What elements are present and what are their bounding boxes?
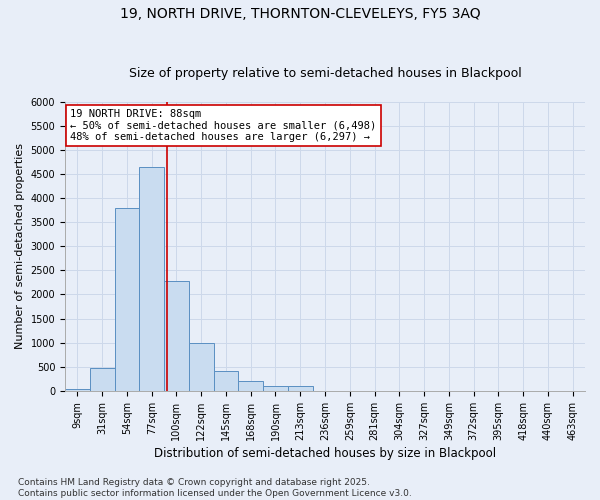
Bar [164,281,189,391]
Bar [90,368,115,391]
Text: 19 NORTH DRIVE: 88sqm
← 50% of semi-detached houses are smaller (6,498)
48% of s: 19 NORTH DRIVE: 88sqm ← 50% of semi-deta… [70,108,376,142]
Bar [263,386,288,391]
Bar [189,342,214,391]
Title: Size of property relative to semi-detached houses in Blackpool: Size of property relative to semi-detach… [128,66,521,80]
Bar [214,370,238,391]
Text: Contains HM Land Registry data © Crown copyright and database right 2025.
Contai: Contains HM Land Registry data © Crown c… [18,478,412,498]
Bar [115,208,139,391]
Bar [238,382,263,391]
X-axis label: Distribution of semi-detached houses by size in Blackpool: Distribution of semi-detached houses by … [154,447,496,460]
Bar [288,386,313,391]
Bar [139,166,164,391]
Text: 19, NORTH DRIVE, THORNTON-CLEVELEYS, FY5 3AQ: 19, NORTH DRIVE, THORNTON-CLEVELEYS, FY5… [119,8,481,22]
Y-axis label: Number of semi-detached properties: Number of semi-detached properties [15,143,25,349]
Bar [65,388,90,391]
